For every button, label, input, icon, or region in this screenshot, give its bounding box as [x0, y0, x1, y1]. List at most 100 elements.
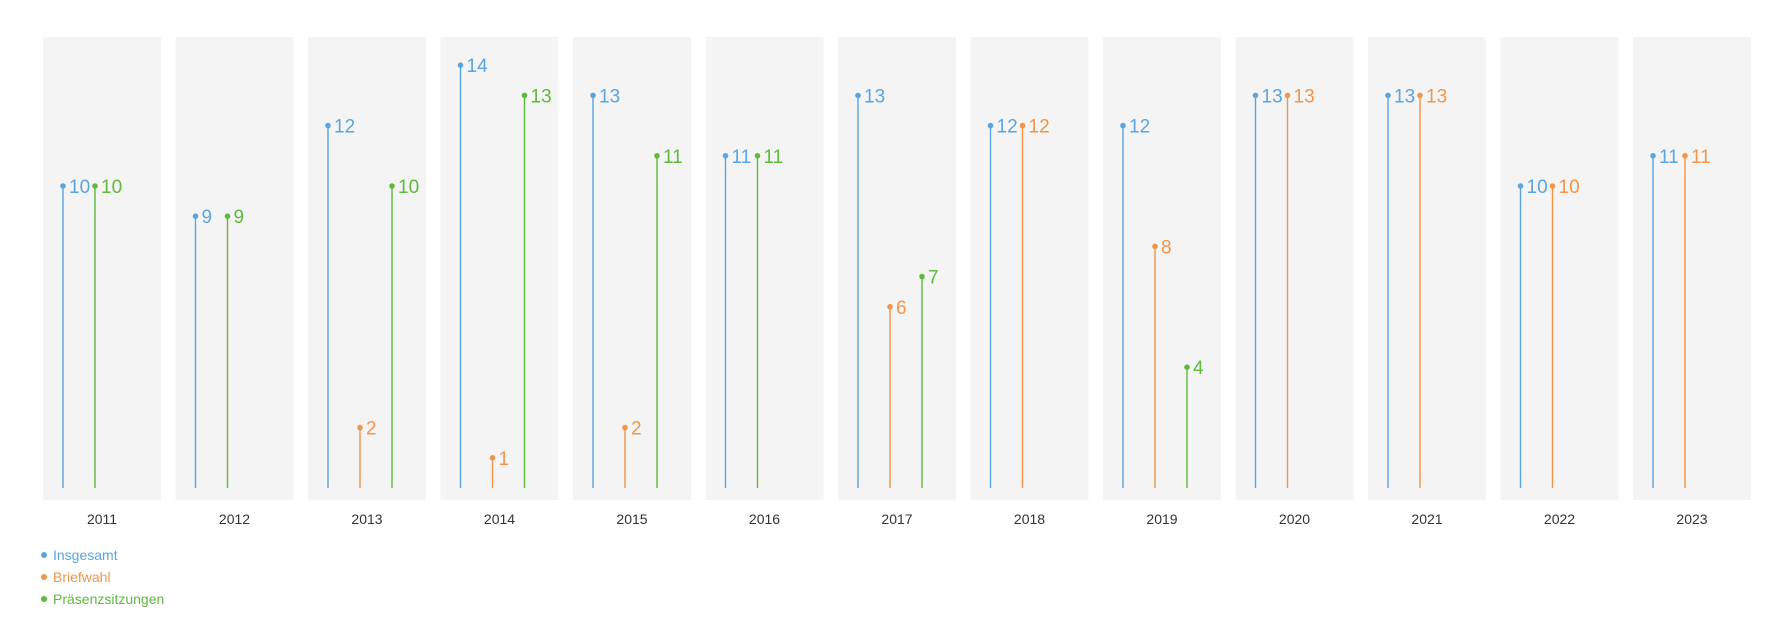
year-group-2017: 2017 13 67 — [838, 37, 956, 527]
point-insgesamt[interactable] — [590, 92, 596, 99]
value-label-insgesamt: 12 — [1129, 117, 1150, 138]
year-group-2012: 2012 9 9 — [175, 37, 294, 527]
point-pr-senzsitzungen[interactable] — [224, 213, 231, 219]
value-label-insgesamt: 13 — [599, 86, 620, 107]
value-label-briefwahl: 2 — [631, 419, 642, 440]
value-label-insgesamt: 12 — [997, 117, 1018, 138]
point-pr-senzsitzungen[interactable] — [654, 153, 660, 159]
point-briefwahl[interactable] — [357, 424, 363, 431]
year-group-2014: 2014 14 1 13 — [440, 37, 559, 527]
value-label-pr-senzsitzungen: 9 — [234, 207, 245, 228]
point-insgesamt[interactable] — [855, 92, 861, 99]
year-group-2018: 2018 12 12 — [970, 37, 1089, 527]
year-label: 2015 — [616, 511, 647, 527]
value-label-insgesamt: 9 — [202, 207, 213, 228]
legend-label-praesenzsitzungen: Präsenzsitzungen — [53, 591, 165, 607]
point-pr-senzsitzungen[interactable] — [1184, 364, 1190, 371]
year-label: 2013 — [351, 511, 382, 527]
value-label-pr-senzsitzungen: 11 — [663, 147, 683, 168]
year-label: 2022 — [1544, 511, 1575, 527]
year-label: 2016 — [749, 511, 780, 527]
point-briefwahl[interactable] — [489, 455, 496, 461]
point-briefwahl[interactable] — [1549, 183, 1556, 189]
value-label-insgesamt: 13 — [1394, 86, 1415, 107]
year-panel — [970, 37, 1089, 500]
year-group-2020: 2020 13 13 — [1235, 37, 1354, 527]
value-label-pr-senzsitzungen: 10 — [101, 177, 122, 198]
point-pr-senzsitzungen[interactable] — [754, 153, 761, 159]
year-panel — [1103, 37, 1221, 500]
value-label-briefwahl: 13 — [1426, 86, 1447, 107]
point-briefwahl[interactable] — [887, 304, 893, 310]
value-label-briefwahl: 12 — [1029, 117, 1050, 138]
value-label-briefwahl: 8 — [1161, 237, 1172, 258]
point-insgesamt[interactable] — [1385, 92, 1391, 99]
year-label: 2012 — [219, 511, 250, 527]
year-panel — [705, 37, 824, 500]
year-group-2016: 2016 11 11 — [705, 37, 824, 527]
year-group-2019: 2019 12 8 4 — [1103, 37, 1221, 527]
year-group-2021: 2021 13 13 — [1368, 37, 1486, 527]
value-label-insgesamt: 13 — [864, 86, 885, 107]
point-pr-senzsitzungen[interactable] — [92, 183, 98, 189]
point-briefwahl[interactable] — [1284, 92, 1291, 99]
value-label-pr-senzsitzungen: 7 — [928, 268, 939, 289]
year-label: 2014 — [484, 511, 515, 527]
point-insgesamt[interactable] — [325, 122, 331, 129]
point-insgesamt[interactable] — [457, 62, 464, 68]
point-briefwahl[interactable] — [1682, 153, 1688, 159]
legend: Insgesamt Briefwahl Präsenzsitzungen — [41, 544, 164, 610]
legend-dot-briefwahl — [41, 574, 47, 580]
value-label-briefwahl: 1 — [499, 449, 510, 470]
year-label: 2011 — [87, 511, 117, 527]
point-briefwahl[interactable] — [622, 424, 628, 431]
point-insgesamt[interactable] — [1252, 92, 1259, 99]
value-label-insgesamt: 10 — [1527, 177, 1548, 198]
year-group-2013: 2013 12 2 10 — [308, 37, 426, 527]
point-insgesamt[interactable] — [1517, 183, 1524, 189]
year-panel — [43, 37, 161, 500]
point-insgesamt[interactable] — [1120, 122, 1126, 129]
point-insgesamt[interactable] — [192, 213, 199, 219]
point-briefwahl[interactable] — [1417, 92, 1423, 99]
legend-dot-insgesamt — [41, 552, 47, 558]
value-label-briefwahl: 6 — [896, 298, 907, 319]
year-label: 2021 — [1411, 511, 1442, 527]
point-pr-senzsitzungen[interactable] — [919, 273, 925, 280]
legend-dot-praesenzsitzungen — [41, 596, 47, 602]
point-insgesamt[interactable] — [60, 183, 66, 189]
point-pr-senzsitzungen[interactable] — [521, 92, 528, 99]
year-group-2011: 2011 10 10 — [43, 37, 161, 527]
legend-label-briefwahl: Briefwahl — [53, 569, 111, 585]
legend-item-briefwahl[interactable]: Briefwahl — [41, 566, 164, 588]
point-briefwahl[interactable] — [1019, 122, 1026, 129]
year-panel — [1633, 37, 1751, 500]
year-label: 2023 — [1676, 511, 1707, 527]
year-label: 2020 — [1279, 511, 1310, 527]
year-group-2015: 2015 13 2 11 — [573, 37, 691, 527]
value-label-insgesamt: 11 — [732, 147, 752, 168]
year-panel — [1500, 37, 1619, 500]
value-label-pr-senzsitzungen: 10 — [398, 177, 419, 198]
point-pr-senzsitzungen[interactable] — [389, 183, 395, 189]
point-insgesamt[interactable] — [1650, 153, 1656, 159]
year-panel — [175, 37, 294, 500]
value-label-insgesamt: 14 — [467, 56, 489, 77]
point-insgesamt[interactable] — [987, 122, 994, 129]
value-label-briefwahl: 13 — [1294, 86, 1315, 107]
value-label-pr-senzsitzungen: 11 — [764, 147, 784, 168]
legend-item-insgesamt[interactable]: Insgesamt — [41, 544, 164, 566]
year-group-2022: 2022 10 10 — [1500, 37, 1619, 527]
legend-item-praesenzsitzungen[interactable]: Präsenzsitzungen — [41, 588, 164, 610]
value-label-briefwahl: 10 — [1559, 177, 1580, 198]
value-label-briefwahl: 11 — [1691, 147, 1711, 168]
value-label-insgesamt: 13 — [1262, 86, 1283, 107]
value-label-insgesamt: 10 — [69, 177, 90, 198]
point-insgesamt[interactable] — [722, 153, 729, 159]
year-label: 2018 — [1014, 511, 1045, 527]
value-label-pr-senzsitzungen: 4 — [1193, 358, 1204, 379]
point-briefwahl[interactable] — [1152, 243, 1158, 250]
year-group-2023: 2023 11 11 — [1633, 37, 1751, 527]
